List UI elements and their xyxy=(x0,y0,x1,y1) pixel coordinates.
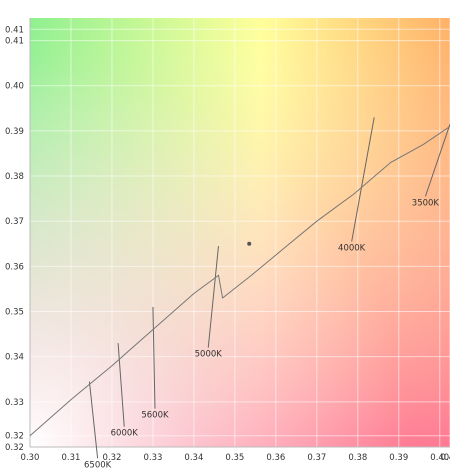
data-points xyxy=(247,241,252,246)
isotherm-5600K xyxy=(152,307,156,409)
isotherm-label-6500K: 6500K xyxy=(84,460,112,470)
y-tick-label: 0.32 xyxy=(5,443,24,453)
plot-background xyxy=(30,18,450,447)
y-tick-label: 0.41 xyxy=(5,37,24,47)
x-tick-label: 0.34 xyxy=(184,453,203,463)
isotherm-3500K xyxy=(424,123,450,197)
y-tick-label: 0.33 xyxy=(5,398,24,408)
y-tick-label: 0.35 xyxy=(5,308,24,318)
x-tick-label: 0.40 xyxy=(430,453,449,463)
isotherm-label-5000K: 5000K xyxy=(195,350,223,360)
isotherm-4000K xyxy=(351,117,375,242)
locus-line-0 xyxy=(29,125,450,437)
x-tick-label: 0.35 xyxy=(225,453,244,463)
x-tick-label: 0.39 xyxy=(389,453,408,463)
y-tick-label: 0.37 xyxy=(5,217,24,227)
data-point-0 xyxy=(247,241,252,246)
y-tick-label: 0.38 xyxy=(5,172,24,182)
isotherm-label-6000K: 6000K xyxy=(111,429,139,439)
isotherm-label-4000K: 4000K xyxy=(338,244,366,254)
x-axis-ticks: 0.30 0.31 0.32 0.33 0.34 0.35 0.36 0.37 0.38 0.39… xyxy=(21,453,450,463)
isotherm-label-3500K: 3500K xyxy=(412,198,440,208)
isotherm-5000K xyxy=(207,245,219,348)
y-tick-label: 0.40 xyxy=(5,82,24,92)
isotherm-6500K xyxy=(88,381,99,459)
y-axis-ticks: 0.320.32 0.33 0.34 0.35 0.36 0.37 0.38 0.39 0.40… xyxy=(5,25,24,453)
x-tick-label: 0.33 xyxy=(143,453,162,463)
y-tick-label: 0.41 xyxy=(5,25,24,35)
x-tick-label: 0.40 xyxy=(441,453,450,463)
isotherm-6000K xyxy=(117,343,125,427)
y-tick-label: 0.32 xyxy=(5,432,24,442)
y-tick-label: 0.36 xyxy=(5,262,24,272)
isotherm-label-5600K: 5600K xyxy=(141,411,169,421)
x-tick-label: 0.30 xyxy=(21,453,40,463)
x-tick-label: 0.32 xyxy=(102,453,121,463)
x-tick-label: 0.36 xyxy=(266,453,285,463)
x-tick-label: 0.38 xyxy=(348,453,367,463)
planckian-locus xyxy=(29,125,450,437)
x-tick-label: 0.37 xyxy=(307,453,326,463)
x-tick-label: 0.31 xyxy=(62,453,81,463)
y-tick-label: 0.34 xyxy=(5,353,24,363)
grid-lines xyxy=(29,18,450,448)
y-tick-label: 0.39 xyxy=(5,127,24,137)
